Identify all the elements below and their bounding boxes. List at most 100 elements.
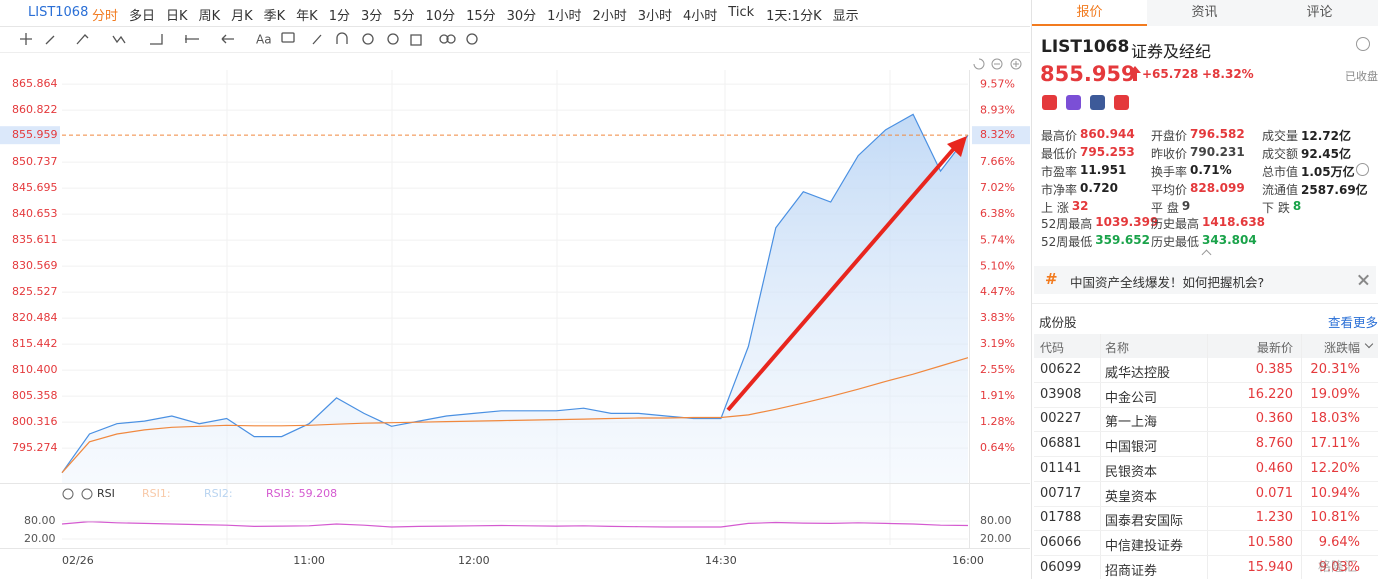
- y-tick-label: 800.316: [12, 415, 58, 428]
- period-tab[interactable]: 2小时: [592, 9, 627, 24]
- y2-tick-label: 8.32%: [980, 128, 1015, 141]
- period-tab[interactable]: 显示: [832, 9, 859, 24]
- table-cell[interactable]: 第一上海: [1105, 415, 1158, 431]
- y-tick-label: 860.822: [12, 103, 58, 116]
- period-tab[interactable]: 5分: [393, 9, 415, 24]
- table-cell[interactable]: 06066: [1040, 534, 1082, 550]
- period-tab[interactable]: 1天:1分K: [766, 9, 822, 24]
- period-tab[interactable]: 15分: [466, 9, 496, 24]
- table-cell[interactable]: 0.460: [1255, 460, 1293, 476]
- stat-value: 359.652: [1095, 233, 1150, 247]
- table-cell[interactable]: 中金公司: [1105, 390, 1158, 406]
- y-tick-label: 825.527: [12, 285, 58, 298]
- more-dots[interactable]: [1356, 163, 1369, 176]
- table-cell[interactable]: 9.64%: [1318, 534, 1360, 550]
- table-cell[interactable]: 中国银河: [1105, 440, 1158, 456]
- period-tab[interactable]: 多日: [129, 9, 156, 24]
- table-cell[interactable]: 1.230: [1255, 510, 1293, 526]
- stat-label: 市净率: [1041, 183, 1078, 197]
- stat-value: 8: [1292, 199, 1302, 213]
- column-header[interactable]: 最新价: [1256, 341, 1293, 355]
- period-tab[interactable]: 1分: [328, 9, 350, 24]
- x-tick-label: 16:00: [952, 554, 984, 567]
- table-cell[interactable]: 10.81%: [1310, 510, 1360, 526]
- section-more[interactable]: 查看更多: [1328, 315, 1378, 330]
- period-tab[interactable]: 10分: [425, 9, 456, 24]
- period-tab[interactable]: Tick: [728, 5, 755, 20]
- table-cell[interactable]: 17.11%: [1310, 436, 1360, 452]
- panel-tab[interactable]: 报价: [1032, 0, 1147, 26]
- period-tab[interactable]: 30分: [506, 9, 537, 24]
- settings-icon[interactable]: [1356, 37, 1370, 51]
- table-row-line: [1034, 382, 1378, 383]
- y-tick-label: 830.569: [12, 259, 58, 272]
- period-tab[interactable]: 分时: [92, 9, 119, 24]
- table-cell[interactable]: 15.940: [1247, 559, 1294, 575]
- table-cell[interactable]: 0.385: [1255, 362, 1293, 377]
- panel-tab[interactable]: 资讯: [1191, 5, 1218, 20]
- column-header[interactable]: 涨跌幅: [1323, 341, 1360, 355]
- stat-label: 历史最高: [1151, 217, 1200, 231]
- table-cell[interactable]: 20.31%: [1310, 362, 1360, 377]
- annotation-arrow-head: [947, 136, 967, 157]
- stat-value: 92.45亿: [1301, 147, 1351, 161]
- table-cell[interactable]: 10.580: [1247, 534, 1294, 550]
- collapse-caret[interactable]: [1201, 249, 1212, 260]
- table-cell[interactable]: 民银资本: [1105, 464, 1158, 480]
- symbol[interactable]: LIST1068: [28, 5, 89, 20]
- stat-label: 最低价: [1041, 147, 1078, 161]
- drawing-tools[interactable]: [20, 32, 478, 46]
- table-cell[interactable]: 03908: [1040, 386, 1082, 402]
- period-tab[interactable]: 月K: [231, 9, 253, 24]
- table-cell[interactable]: 0.360: [1255, 411, 1293, 427]
- table-cell[interactable]: 01141: [1040, 460, 1082, 476]
- table-cell[interactable]: 06881: [1040, 436, 1082, 452]
- period-tab[interactable]: 1小时: [547, 9, 582, 24]
- rsi-tick-label: 80.00: [24, 514, 56, 527]
- y2-tick-label: 7.02%: [980, 181, 1015, 194]
- column-header[interactable]: 名称: [1105, 341, 1130, 355]
- table-cell[interactable]: 18.03%: [1310, 411, 1360, 427]
- table-cell[interactable]: 8.760: [1255, 436, 1293, 452]
- table-cell[interactable]: 英皇资本: [1105, 489, 1158, 505]
- stat-label: 开盘价: [1151, 129, 1188, 143]
- badge-icon: [1042, 95, 1057, 110]
- stat-label: 下 跌: [1262, 201, 1290, 215]
- table-cell[interactable]: 12.20%: [1310, 460, 1360, 476]
- table-cell[interactable]: 国泰君安国际: [1105, 514, 1184, 530]
- text-tool-icon[interactable]: Aa: [256, 33, 272, 47]
- badge-icon: [1066, 95, 1081, 110]
- table-cell[interactable]: 中信建投证券: [1105, 538, 1184, 554]
- table-cell[interactable]: 06099: [1040, 559, 1082, 575]
- period-tab[interactable]: 3小时: [637, 9, 673, 24]
- table-cell[interactable]: 0.071: [1255, 485, 1293, 501]
- column-header[interactable]: 代码: [1040, 341, 1065, 355]
- table-cell[interactable]: 19.09%: [1310, 386, 1360, 402]
- panel-tab[interactable]: 评论: [1306, 5, 1333, 20]
- period-tab[interactable]: 日K: [166, 9, 188, 24]
- table-cell[interactable]: 01788: [1040, 510, 1082, 526]
- period-tab[interactable]: 3分: [360, 9, 383, 24]
- banner-text[interactable]: 中国资产全线爆发！如何把握机会?: [1070, 275, 1265, 290]
- rsi-legend: RSI2:: [204, 487, 233, 500]
- y-tick-label: 845.695: [12, 181, 58, 194]
- table-cell[interactable]: 招商证券: [1105, 563, 1158, 579]
- badge-icon: [1114, 95, 1129, 110]
- stat-label: 52周最高: [1041, 217, 1093, 231]
- stat-value: 796.582: [1190, 127, 1245, 141]
- table-cell[interactable]: 9.03%: [1318, 559, 1360, 575]
- table-cell[interactable]: 00227: [1040, 411, 1082, 427]
- zoom-controls[interactable]: [973, 58, 1022, 70]
- table-cell[interactable]: 10.94%: [1310, 485, 1360, 501]
- period-tab[interactable]: 周K: [198, 9, 221, 24]
- table-cell[interactable]: 00622: [1040, 362, 1082, 377]
- table-cell[interactable]: 16.220: [1247, 386, 1294, 402]
- rsi-tick-label: 20.00: [24, 532, 56, 545]
- table-cell[interactable]: 00717: [1040, 485, 1082, 501]
- table-cell[interactable]: 威华达控股: [1105, 366, 1171, 381]
- period-tab[interactable]: 季K: [263, 9, 286, 24]
- period-tab[interactable]: 4小时: [683, 9, 718, 24]
- y2-tick-label: 6.38%: [980, 207, 1015, 220]
- section-divider: [1032, 303, 1378, 304]
- period-tab[interactable]: 年K: [296, 9, 318, 24]
